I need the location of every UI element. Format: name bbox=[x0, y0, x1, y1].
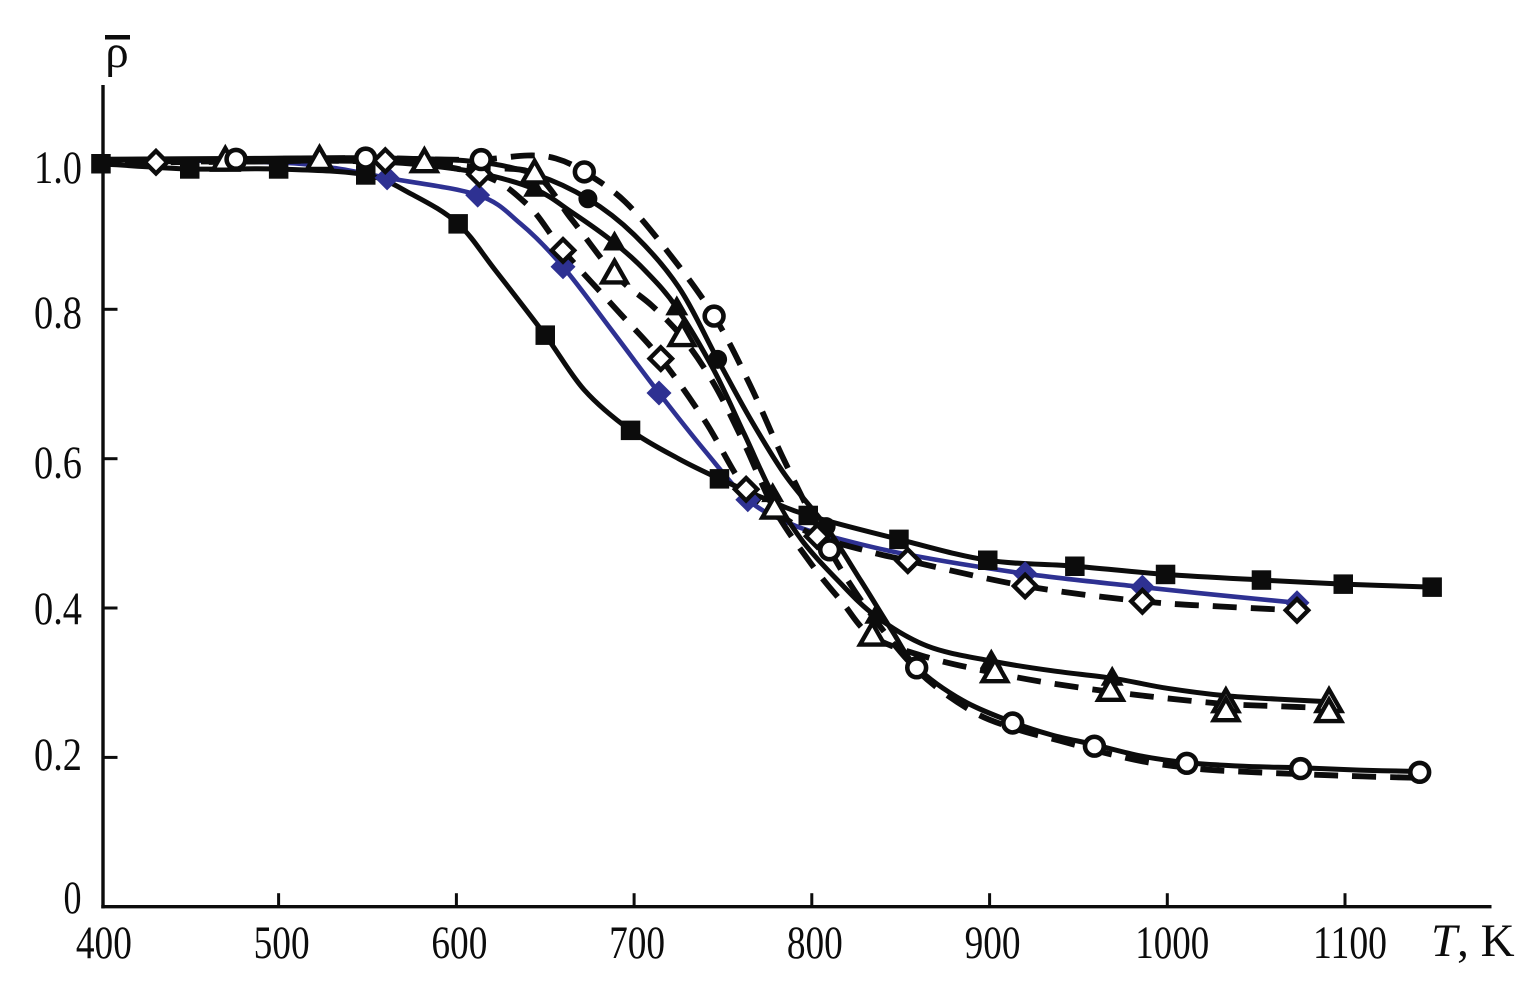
svg-text:1.0: 1.0 bbox=[34, 142, 82, 194]
svg-text:900: 900 bbox=[965, 917, 1021, 969]
svg-text:ρ: ρ bbox=[105, 26, 128, 78]
svg-text:0.4: 0.4 bbox=[34, 583, 82, 635]
svg-text:0.8: 0.8 bbox=[34, 287, 82, 339]
svg-text:500: 500 bbox=[254, 917, 310, 969]
svg-text:0.2: 0.2 bbox=[34, 729, 82, 781]
svg-text:1000: 1000 bbox=[1135, 917, 1209, 969]
svg-text:700: 700 bbox=[609, 917, 665, 969]
svg-text:T, K: T, K bbox=[1431, 915, 1515, 967]
svg-text:1100: 1100 bbox=[1313, 917, 1387, 969]
svg-text:0.6: 0.6 bbox=[34, 437, 82, 489]
svg-text:800: 800 bbox=[787, 917, 843, 969]
svg-text:600: 600 bbox=[431, 917, 487, 969]
svg-text:400: 400 bbox=[76, 917, 132, 969]
svg-text:0: 0 bbox=[64, 872, 82, 924]
